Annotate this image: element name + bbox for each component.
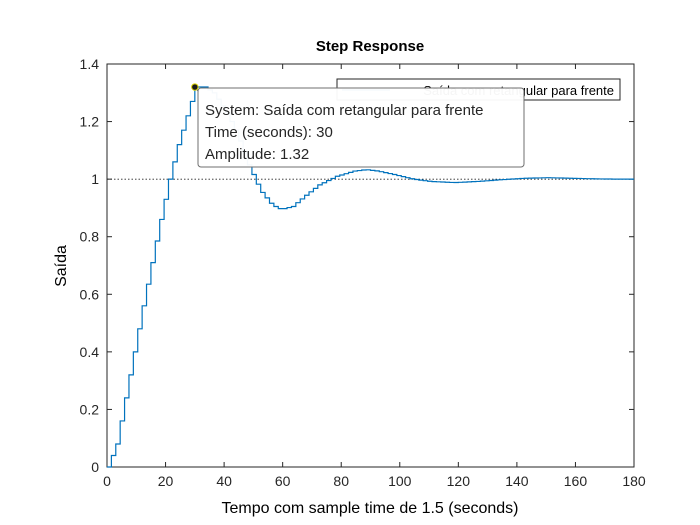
- x-tick-label: 140: [505, 473, 529, 489]
- series-line[interactable]: [107, 86, 634, 468]
- x-tick-label: 180: [622, 473, 646, 489]
- y-tick-label: 0.8: [80, 229, 100, 245]
- x-tick-label: 40: [216, 473, 232, 489]
- y-tick-label: 1: [91, 171, 99, 187]
- datatip-system-text: System: Saída com retangular para frente: [205, 102, 483, 119]
- y-tick-label: 1.2: [80, 114, 100, 130]
- y-tick-label: 0.6: [80, 286, 100, 302]
- datatip-time-text: Time (seconds): 30: [205, 124, 333, 141]
- x-tick-label: 60: [275, 473, 291, 489]
- datatip-box: [197, 87, 525, 168]
- x-axis-label: Tempo com sample time de 1.5 (seconds): [221, 500, 518, 517]
- y-tick-label: 1.4: [80, 56, 100, 72]
- axis-ticks: 0 20 40 60 80 100 120 140 160 180 0 0.2 0.4 0.6 0.8 1 1.…: [80, 56, 646, 489]
- datatip[interactable]: System: Saída com retangular para frente…: [191, 83, 525, 168]
- x-tick-label: 100: [388, 473, 412, 489]
- x-tick-label: 120: [447, 473, 471, 489]
- datatip-amplitude-text: Amplitude: 1.32: [205, 146, 309, 163]
- x-tick-label: 160: [564, 473, 588, 489]
- x-tick-label: 20: [158, 473, 174, 489]
- y-axis-label: Saída: [53, 245, 70, 287]
- y-tick-label: 0: [91, 459, 99, 475]
- x-tick-label: 80: [333, 473, 349, 489]
- y-tick-label: 0.2: [80, 401, 100, 417]
- chart-title: Step Response: [316, 38, 424, 55]
- y-tick-label: 0.4: [80, 344, 100, 360]
- x-tick-label: 0: [103, 473, 111, 489]
- datatip-marker[interactable]: [191, 83, 199, 91]
- series-group: [107, 86, 634, 468]
